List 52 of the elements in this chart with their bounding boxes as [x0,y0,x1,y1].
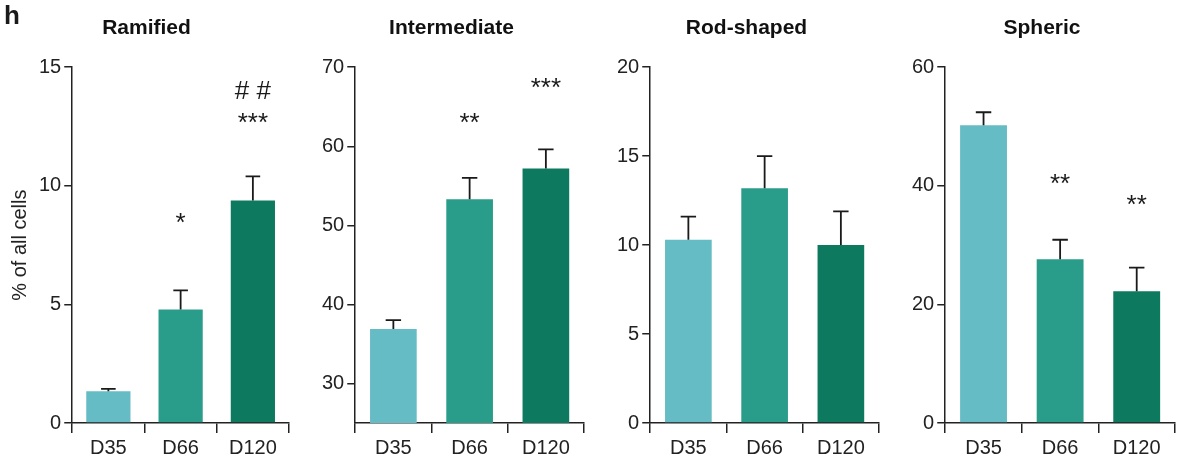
y-tick-label: 60 [912,54,935,77]
x-tick-label: D35 [670,435,707,458]
y-tick-label: 10 [617,232,640,255]
x-tick-label: D120 [521,435,570,458]
x-tick-label: D35 [375,435,412,458]
chart-title: Spheric [1003,15,1081,39]
x-tick-label: D35 [90,435,127,458]
annotation: ** [1050,167,1071,198]
bar [665,239,712,423]
bar [1113,291,1161,423]
y-tick-label: 15 [617,143,640,166]
y-tick-label: 5 [628,321,640,344]
y-tick-label: 10 [39,173,62,196]
chart-title: Rod-shaped [685,15,808,39]
bar [1036,259,1084,423]
x-tick-label: D66 [162,435,199,458]
y-tick-label: 50 [322,212,345,235]
x-tick-label: D66 [746,435,783,458]
annotation: *** [530,71,562,102]
y-tick-label: 0 [923,410,935,433]
x-tick-label: D120 [1112,435,1161,458]
x-tick-label: D120 [228,435,277,458]
x-tick-label: D35 [965,435,1002,458]
text: h [4,0,20,31]
y-tick-label: 20 [617,54,640,77]
y-tick-label: 5 [50,291,62,314]
chart-title: Intermediate [389,15,514,39]
y-tick-label: 20 [912,291,935,314]
y-tick-label: 0 [50,410,62,433]
y-tick-label: 0 [628,410,640,433]
y-tick-label: 15 [39,54,62,77]
bar [230,200,275,423]
x-tick-label: D66 [451,435,488,458]
bar [86,391,131,423]
y-tick-label: 30 [322,370,345,393]
chart-title: Ramified [102,15,191,39]
bar [817,245,865,423]
annotation: * [175,206,186,237]
annotation: ** [459,107,480,138]
x-tick-label: D66 [1041,435,1079,458]
bar [960,125,1007,423]
annotation: *** [237,107,269,138]
bar [158,309,203,423]
annotation: # # [234,75,272,106]
bar [741,188,788,423]
y-tick-label: 40 [912,173,935,196]
y-axis-title: % of all cells [7,189,30,301]
y-tick-label: 40 [322,291,345,314]
x-tick-label: D120 [816,435,865,458]
annotation: ** [1126,189,1147,220]
y-tick-label: 60 [322,133,345,156]
y-tick-label: 70 [322,54,345,77]
